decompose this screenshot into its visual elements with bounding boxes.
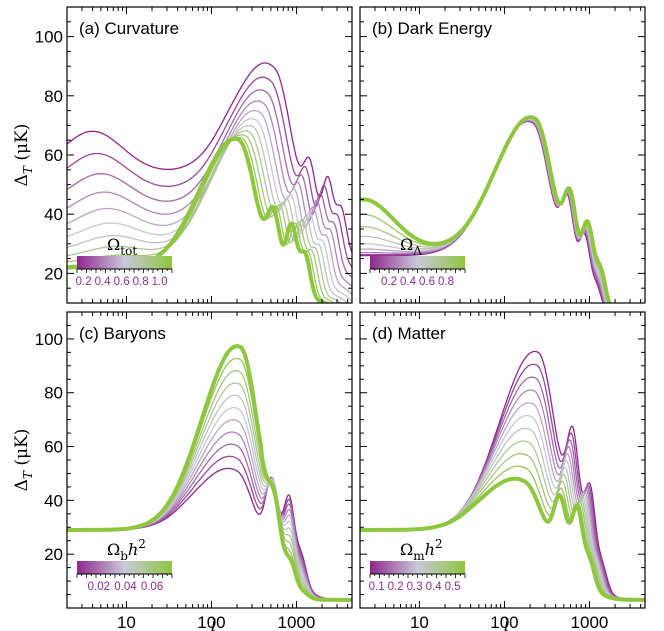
x-tick-label: 1000 <box>571 613 609 631</box>
y-axis-label-unit: (μK) <box>12 429 32 471</box>
y-tick-label: 40 <box>44 205 63 224</box>
series-group <box>360 350 645 602</box>
colorbar-tick-label: 0.8 <box>133 276 149 288</box>
y-axis-label-unit: (μK) <box>12 124 32 166</box>
colorbar-tick-label: 0.4 <box>426 581 443 593</box>
y-tick-label: 80 <box>44 384 63 403</box>
colorbar-label: Ωbh2 <box>107 537 146 563</box>
colorbar-tick-label: 1.0 <box>152 276 168 288</box>
y-tick-label: 100 <box>35 330 63 349</box>
y-tick-label: 60 <box>44 438 63 457</box>
series-group <box>67 344 352 602</box>
colorbar-tick-label: 0.5 <box>445 581 461 593</box>
colorbar-tick-label: 0.4 <box>95 276 112 288</box>
colorbar-tick-label: 0.4 <box>400 276 417 288</box>
colorbar-label: Ωmh2 <box>400 537 443 563</box>
panel-title: (c) Baryons <box>79 324 166 343</box>
colorbar-tick-label: 0.3 <box>407 581 423 593</box>
y-axis-label-symbol: Δ <box>12 174 32 186</box>
y-tick-label: 100 <box>35 28 63 47</box>
panel-title: (d) Matter <box>372 324 446 343</box>
colorbar-gradient <box>370 256 465 269</box>
y-tick-label: 60 <box>44 146 63 165</box>
colorbar-tick-label: 0.1 <box>369 581 385 593</box>
series-line <box>360 476 645 602</box>
y-tick-label: 80 <box>44 87 63 106</box>
panel-title: (b) Dark Energy <box>372 19 492 38</box>
series-line <box>67 76 352 268</box>
series-line <box>67 130 343 303</box>
colorbar-gradient <box>77 561 172 574</box>
colorbar-tick-label: 0.2 <box>388 581 404 593</box>
colorbar-tick-label: 0.2 <box>381 276 397 288</box>
colorbar: 0.02 0.04 0.06 Ωbh2 <box>76 537 173 593</box>
colorbar: 0.2 0.4 0.6 0.8 ΩΛ <box>369 235 466 288</box>
y-axis-label-symbol: Δ <box>12 479 32 491</box>
x-tick-label: 10 <box>410 613 429 631</box>
x-tick-label: 100 <box>490 613 518 631</box>
colorbar-gradient <box>77 256 172 269</box>
colorbar: 0.2 0.4 0.6 0.8 1.0 Ωtot <box>76 235 173 288</box>
y-axis-label-sub: T <box>21 470 35 479</box>
colorbar-tick-label: 0.8 <box>438 276 454 288</box>
series-group <box>360 115 612 303</box>
series-line <box>67 344 352 602</box>
chart-panel-2: (b) Dark Energy 0.2 0.4 0.6 0.8 ΩΛ <box>359 6 646 304</box>
series-line <box>67 134 337 303</box>
x-tick-label: 100 <box>197 613 225 631</box>
y-tick-label: 40 <box>44 491 63 510</box>
chart-panel-3: 10 100 1000 l 20 40 60 80 100 ΔT (μK) (c) Baryons 0… <box>12 311 353 631</box>
series-line <box>360 115 612 303</box>
y-axis-label: ΔT (μK) <box>12 429 35 492</box>
colorbar-label: Ωtot <box>107 235 137 258</box>
colorbar-tick-label: 0.2 <box>76 276 92 288</box>
colorbar-tick-label: 0.04 <box>114 581 137 593</box>
panel-title: (a) Curvature <box>79 19 179 38</box>
colorbar-label: ΩΛ <box>400 235 422 258</box>
y-axis-label: ΔT (μK) <box>12 124 35 187</box>
y-tick-label: 20 <box>44 545 63 564</box>
chart-panel-1: 20 40 60 80 100 ΔT (μK) (a) Curvature 0.2 0.4 0.6… <box>12 6 353 304</box>
colorbar-tick-label: 0.02 <box>88 581 110 593</box>
x-axis-label: l <box>211 616 216 631</box>
colorbar-tick-label: 0.06 <box>141 581 163 593</box>
chart-panel-4: 10 100 1000 l (d) Matter 0.1 0.2 0.3 0.4 0.5 Ωmh2 <box>359 311 646 631</box>
y-tick-label: 20 <box>44 264 63 283</box>
x-tick-label: 1000 <box>278 613 316 631</box>
colorbar-tick-label: 0.6 <box>419 276 435 288</box>
y-axis-label-sub: T <box>21 165 35 174</box>
x-axis-label: l <box>504 616 509 631</box>
colorbar-tick-label: 0.6 <box>114 276 130 288</box>
colorbar-gradient <box>370 561 465 574</box>
series-line <box>67 62 352 253</box>
colorbar: 0.1 0.2 0.3 0.4 0.5 Ωmh2 <box>369 537 466 593</box>
x-tick-label: 10 <box>117 613 136 631</box>
